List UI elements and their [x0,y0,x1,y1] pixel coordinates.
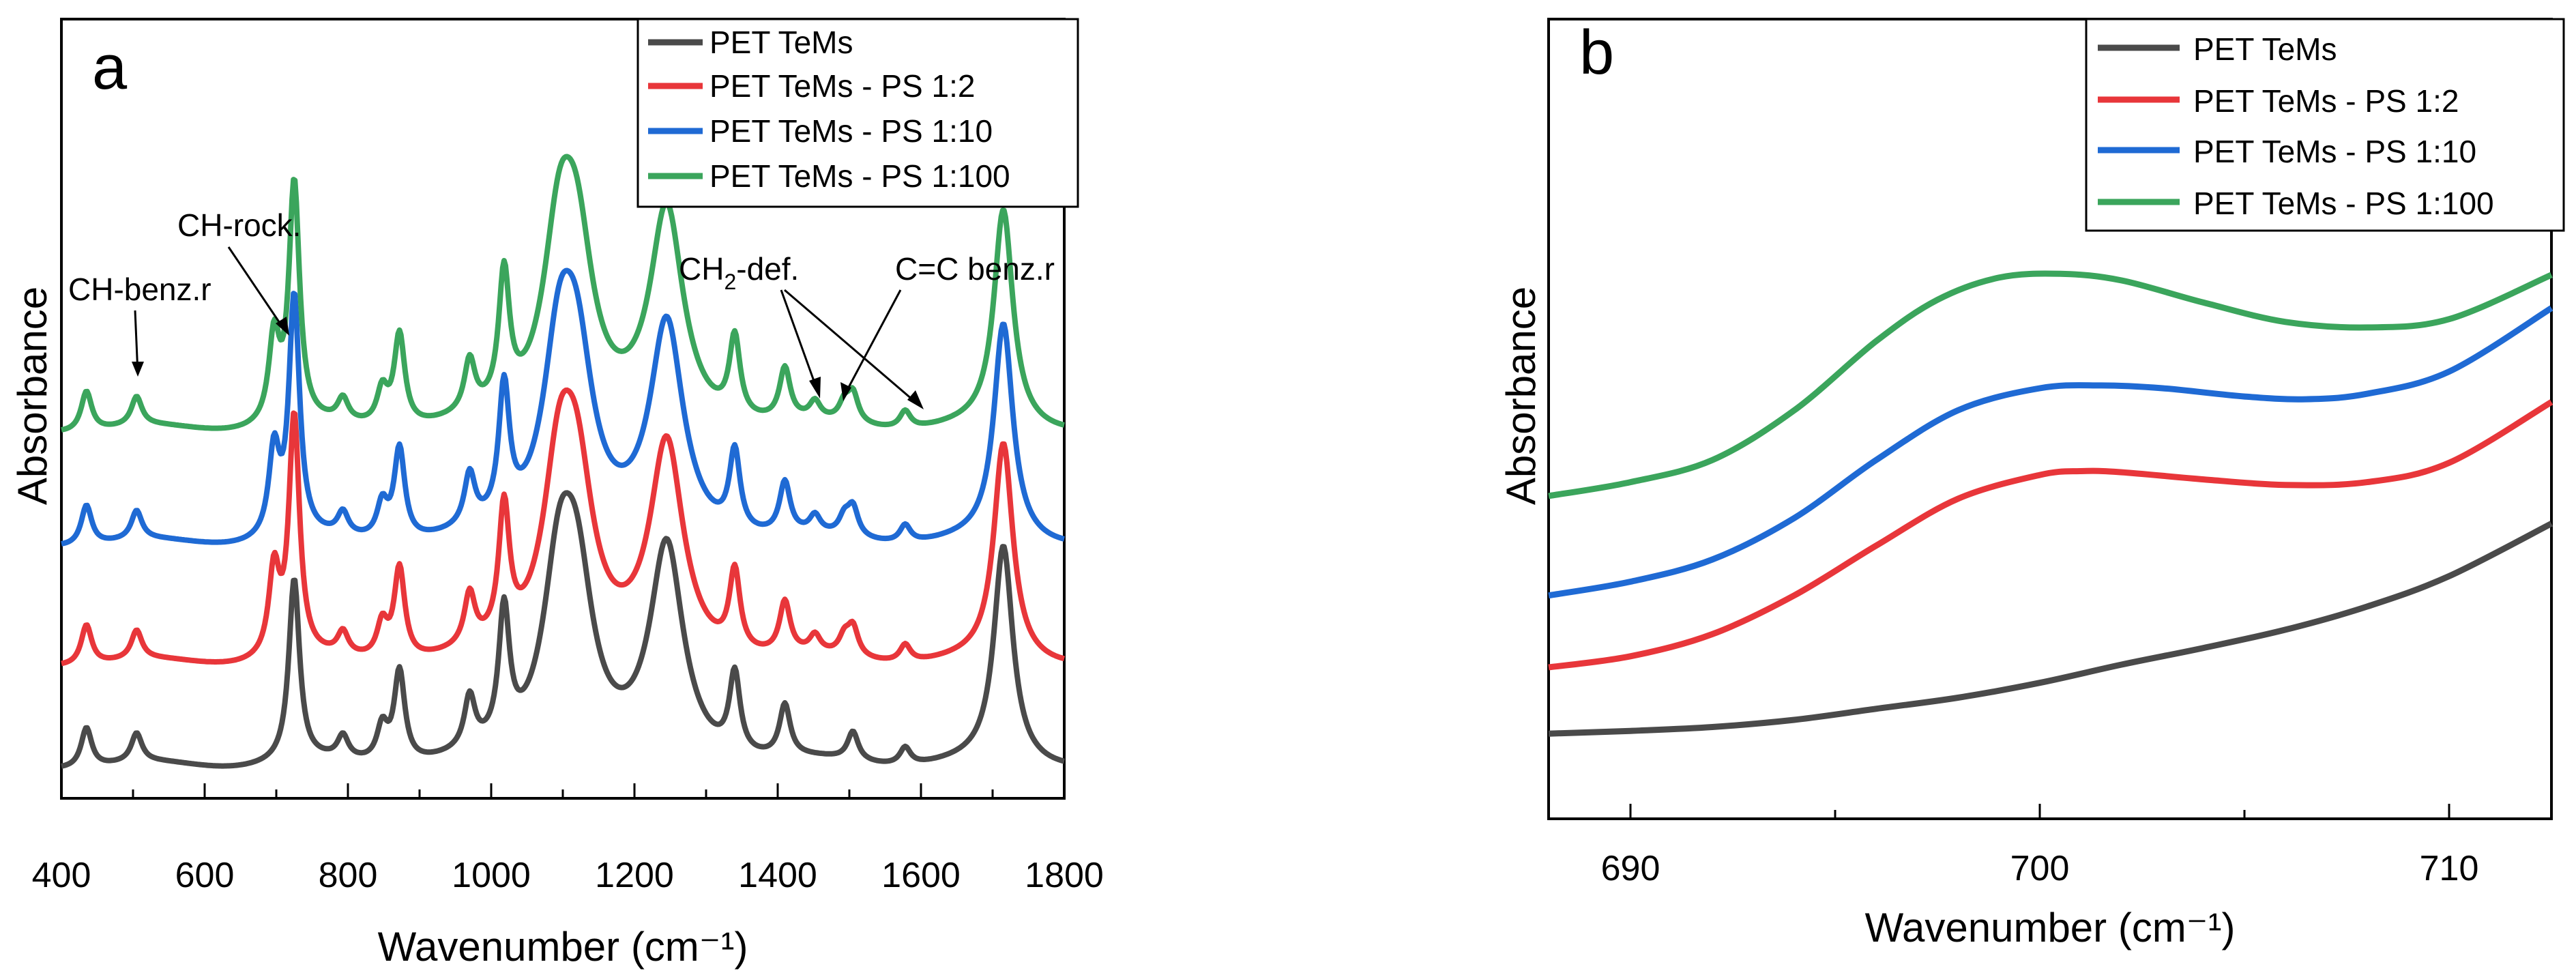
panel-a-tick-label: 1800 [1025,856,1104,895]
panel-b-tick-label: 700 [2010,849,2070,888]
panel-b-plot-frame [1547,18,2553,820]
arrowhead [132,362,144,377]
annotation-ch2-def: CH2-def. [679,251,799,294]
legend-label: PET TeMs - PS 1:2 [709,68,975,104]
panel-b-legend-box [2085,18,2565,232]
series-line-4 [60,154,1066,433]
panel-a: 400 600 800 1000 1200 1400 1600 1800 a Wavenumb… [10,18,1104,970]
panel-b-x-axis-label: Wavenumber (cm⁻¹) [1865,905,2236,950]
panel-a-tick-label: 1400 [738,856,817,895]
panel-a-tick-label: 1000 [452,856,531,895]
panel-a-x-axis-label: Wavenumber (cm⁻¹) [378,924,748,970]
panel-b-series [1548,270,2553,737]
panel-b-x-ticks: 690 700 710 [1601,804,2479,888]
legend-label: PET TeMs - PS 1:10 [2193,134,2476,169]
panel-a-tick-label: 800 [319,856,378,895]
panel-a-legend-box [636,18,1079,208]
annotation-c-c-benz-r: C=C benz.r [895,251,1055,287]
annotation-ch-rock-arrow [227,246,287,332]
annotation-ch2-def-arrow-2 [784,289,918,405]
panel-a-x-ticks: 400 600 800 1000 1200 1400 1600 1800 [32,783,1104,895]
legend-label: PET TeMs - PS 1:100 [709,158,1010,194]
series-line-3 [1548,305,2553,599]
panel-b-legend: PET TeMs PET TeMs - PS 1:2 PET TeMs - PS… [2085,18,2565,232]
panel-a-annotations: CH-benz.r CH-rock. CH2-def. C=C benz.r [68,207,1055,409]
legend-label: PET TeMs - PS 1:100 [2193,186,2494,221]
series-line-1 [1548,521,2553,737]
annotation-ch2-def-arrow-1 [780,289,819,391]
arrowhead [276,317,289,336]
panel-b-tick-label: 710 [2420,849,2479,888]
series-line-1 [60,490,1066,769]
legend-label: PET TeMs - PS 1:10 [709,113,993,149]
annotation-ch-rock: CH-rock. [177,207,301,243]
arrowhead [907,390,924,409]
legend-label: PET TeMs [709,25,853,60]
panel-b-label: b [1579,18,1614,87]
arrowhead [840,382,851,401]
panel-b-tick-label: 690 [1601,849,1660,888]
panel-a-label: a [92,33,128,102]
panel-a-y-axis-label: Absorbance [10,287,55,505]
arrowhead [809,377,821,398]
panel-b-y-axis-label: Absorbance [1498,287,1544,505]
series-line-2 [60,387,1066,667]
annotation-c-c-benz-r-arrow [845,289,902,393]
legend-label: PET TeMs - PS 1:2 [2193,83,2459,119]
legend-label: PET TeMs [2193,31,2337,67]
panel-a-tick-label: 600 [175,856,235,895]
panel-b: 690 700 710 b Wavenumber (cm⁻¹) Absorbance… [1498,18,2565,950]
panel-a-tick-label: 400 [32,856,91,895]
series-line-3 [60,267,1066,547]
series-line-2 [1548,399,2553,671]
panel-a-tick-label: 1200 [595,856,674,895]
panel-a-legend: PET TeMs PET TeMs - PS 1:2 PET TeMs - PS… [636,18,1079,208]
series-line-4 [1548,270,2553,499]
annotation-ch-benz-r: CH-benz.r [68,272,211,307]
panel-a-tick-label: 1600 [881,856,961,895]
panel-a-series [60,154,1066,769]
